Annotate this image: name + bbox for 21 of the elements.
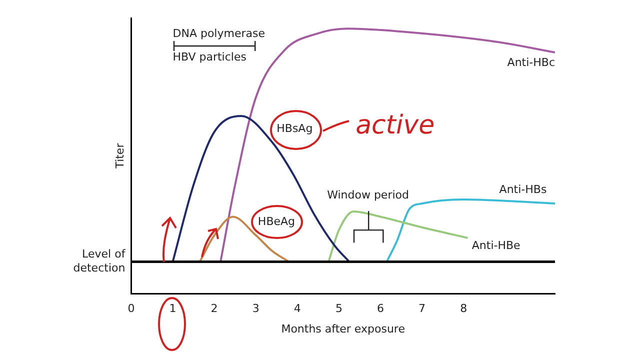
x-tick-label: 5 bbox=[335, 302, 342, 316]
x-tick-label: 6 bbox=[376, 302, 384, 316]
x-tick-label: 2 bbox=[210, 302, 218, 316]
x-tick-label: 7 bbox=[418, 302, 426, 316]
series-label: Anti-HBc bbox=[507, 56, 555, 69]
series-label: HBeAg bbox=[258, 214, 296, 228]
annotation: Window period bbox=[327, 188, 409, 202]
x-tick-label: 3 bbox=[252, 302, 260, 316]
x-tick-label: 8 bbox=[460, 302, 468, 316]
annotation: DNA polymerase bbox=[172, 26, 266, 40]
x-tick-label: 4 bbox=[294, 302, 301, 316]
annotation: HBV particles bbox=[172, 50, 247, 64]
x-tick-label: 0 bbox=[128, 302, 135, 316]
series-label: HBsAg bbox=[276, 122, 313, 136]
y-axis-title: Titer bbox=[113, 142, 126, 170]
annotation: active bbox=[356, 110, 435, 140]
x-tick-label: 1 bbox=[169, 302, 176, 316]
series-label: Anti-HBe bbox=[472, 238, 521, 252]
ref-line-label: Level of detection bbox=[73, 248, 126, 275]
series-label: Anti-HBs bbox=[499, 183, 547, 196]
x-axis-title: Months after exposure bbox=[281, 322, 406, 336]
